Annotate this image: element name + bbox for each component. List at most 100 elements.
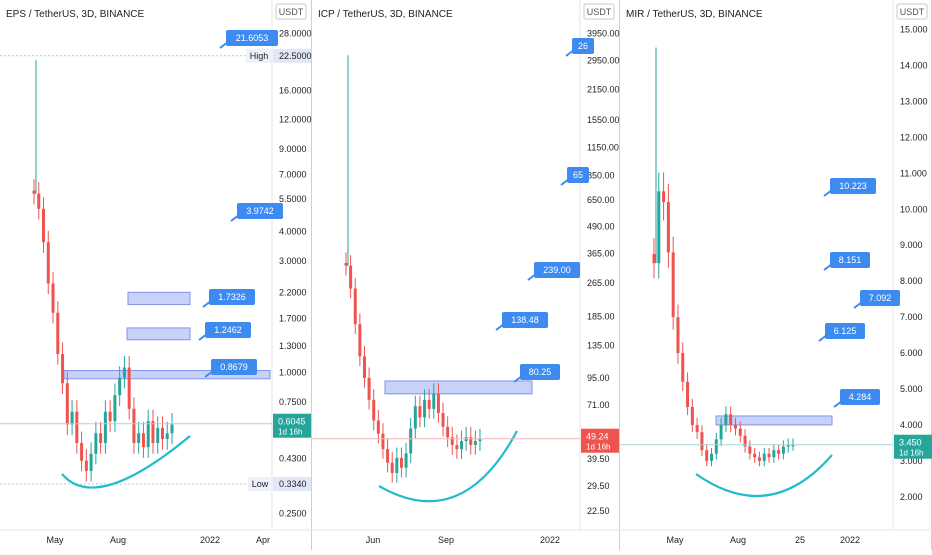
y-tick-label: 5.5000 (279, 194, 307, 204)
target-label-box[interactable] (226, 30, 278, 46)
candle-body (695, 424, 699, 433)
rounding-bottom-arc[interactable] (378, 430, 518, 503)
candle-body (432, 393, 436, 409)
target-label-box[interactable] (211, 359, 257, 375)
high-value-bg (273, 48, 311, 63)
candle-body (118, 377, 122, 396)
y-tick-label: 15.000 (900, 25, 928, 35)
chart-canvas[interactable]: MIR / TetherUS, 3D, BINANCE USDT 15.000 14.… (620, 0, 932, 550)
target-label-box[interactable] (825, 323, 865, 339)
y-tick-label: 3950.00 (587, 28, 620, 38)
icp-chart-panel[interactable]: ICP / TetherUS, 3D, BINANCE USDT 3950.00 29… (312, 0, 620, 550)
candle-body (137, 433, 141, 444)
candle-body (84, 460, 88, 471)
target-label-box[interactable] (830, 178, 876, 194)
currency-badge[interactable] (583, 3, 615, 20)
y-tick-label: 650.00 (587, 195, 615, 205)
currency-badge[interactable] (275, 3, 307, 20)
candle-body (127, 367, 131, 409)
y-tick-label: 1150.00 (587, 142, 619, 152)
candle-body (705, 450, 709, 461)
y-tick-label: 5.000 (900, 384, 923, 394)
rounding-bottom-arc[interactable] (61, 435, 191, 489)
chart-canvas[interactable]: ICP / TetherUS, 3D, BINANCE USDT 3950.00 29… (312, 0, 620, 550)
last-price-value: 0.6045 (278, 417, 306, 427)
y-tick-label: 3.0000 (279, 256, 307, 266)
candle-body (61, 353, 65, 384)
target-label: 10.223 (839, 181, 867, 191)
candle-body (652, 254, 656, 264)
last-price-badge (894, 434, 932, 459)
target-label-box[interactable] (502, 312, 548, 328)
candle-body (65, 383, 69, 425)
candle-body (777, 450, 781, 454)
y-tick-label: 1.7000 (279, 314, 307, 324)
last-price-value: 3.450 (899, 438, 922, 448)
candle-body (676, 317, 680, 354)
x-tick-label: May (46, 535, 64, 545)
eps-chart-panel[interactable]: EPS / TetherUS, 3D, BINANCE USDT 28.0000 16… (0, 0, 312, 550)
candle-body (89, 453, 93, 471)
currency-badge[interactable] (896, 3, 928, 20)
candle-body (94, 433, 98, 454)
target-label-box[interactable] (860, 290, 900, 306)
rounding-bottom-arc[interactable] (695, 454, 833, 497)
chart-canvas[interactable]: EPS / TetherUS, 3D, BINANCE USDT 28.0000 16… (0, 0, 312, 550)
mir-chart-panel[interactable]: MIR / TetherUS, 3D, BINANCE USDT 15.000 14.… (620, 0, 932, 550)
candle-body (381, 433, 385, 450)
y-tick-label: 0.4300 (279, 453, 307, 463)
target-label: 1.7326 (218, 292, 246, 302)
candle-body (413, 406, 417, 429)
y-tick-label: 4.0000 (279, 226, 307, 236)
resistance-zone[interactable] (715, 415, 833, 426)
candle-body (455, 445, 459, 450)
candle-body (753, 453, 757, 458)
candle-body (446, 426, 450, 438)
candle-body (386, 449, 390, 463)
target-label-box[interactable] (830, 252, 870, 268)
y-tick-label: 365.00 (587, 249, 615, 259)
y-tick-label: 2.2000 (279, 287, 307, 297)
resistance-zone[interactable] (126, 327, 191, 341)
candle-body (681, 353, 685, 382)
y-tick-label: 9.0000 (279, 144, 307, 154)
target-label-box[interactable] (534, 262, 580, 278)
high-label: High (250, 51, 269, 61)
last-price-badge (273, 413, 311, 438)
candle-body (762, 453, 766, 461)
countdown-value: 1d 16h (586, 443, 610, 452)
target-label: 80.25 (529, 367, 552, 377)
target-label-box[interactable] (567, 167, 589, 183)
target-label-box[interactable] (205, 322, 251, 338)
target-label-box[interactable] (520, 364, 560, 380)
candle-body (390, 462, 394, 473)
candle-body (395, 457, 399, 473)
y-tick-label: 39.50 (587, 454, 610, 464)
resistance-zone[interactable] (127, 291, 191, 306)
target-label-box[interactable] (572, 38, 594, 54)
candle-body (714, 439, 718, 454)
candle-body (376, 420, 380, 434)
target-label-box[interactable] (209, 289, 255, 305)
x-tick-label: 2022 (840, 535, 860, 545)
last-price-badge (581, 428, 619, 453)
candle-body (404, 453, 408, 468)
target-label-box[interactable] (840, 389, 880, 405)
target-label-box[interactable] (237, 203, 283, 219)
candle-body (99, 433, 103, 444)
candle-body (165, 433, 169, 440)
candle-body (372, 399, 376, 421)
resistance-zone[interactable] (384, 380, 533, 395)
y-tick-label: 2.000 (900, 492, 923, 502)
candle-body (349, 265, 353, 289)
x-tick-label: 2022 (200, 535, 220, 545)
target-label: 138.48 (511, 315, 539, 325)
candle-body (781, 446, 785, 454)
candle-body (362, 356, 366, 378)
candle-body (156, 427, 160, 444)
candle-body (710, 453, 714, 461)
y-tick-label: 2950.00 (587, 55, 620, 65)
y-tick-label: 0.2500 (279, 509, 307, 519)
candle-body (51, 283, 55, 313)
target-label: 1.2462 (214, 325, 242, 335)
